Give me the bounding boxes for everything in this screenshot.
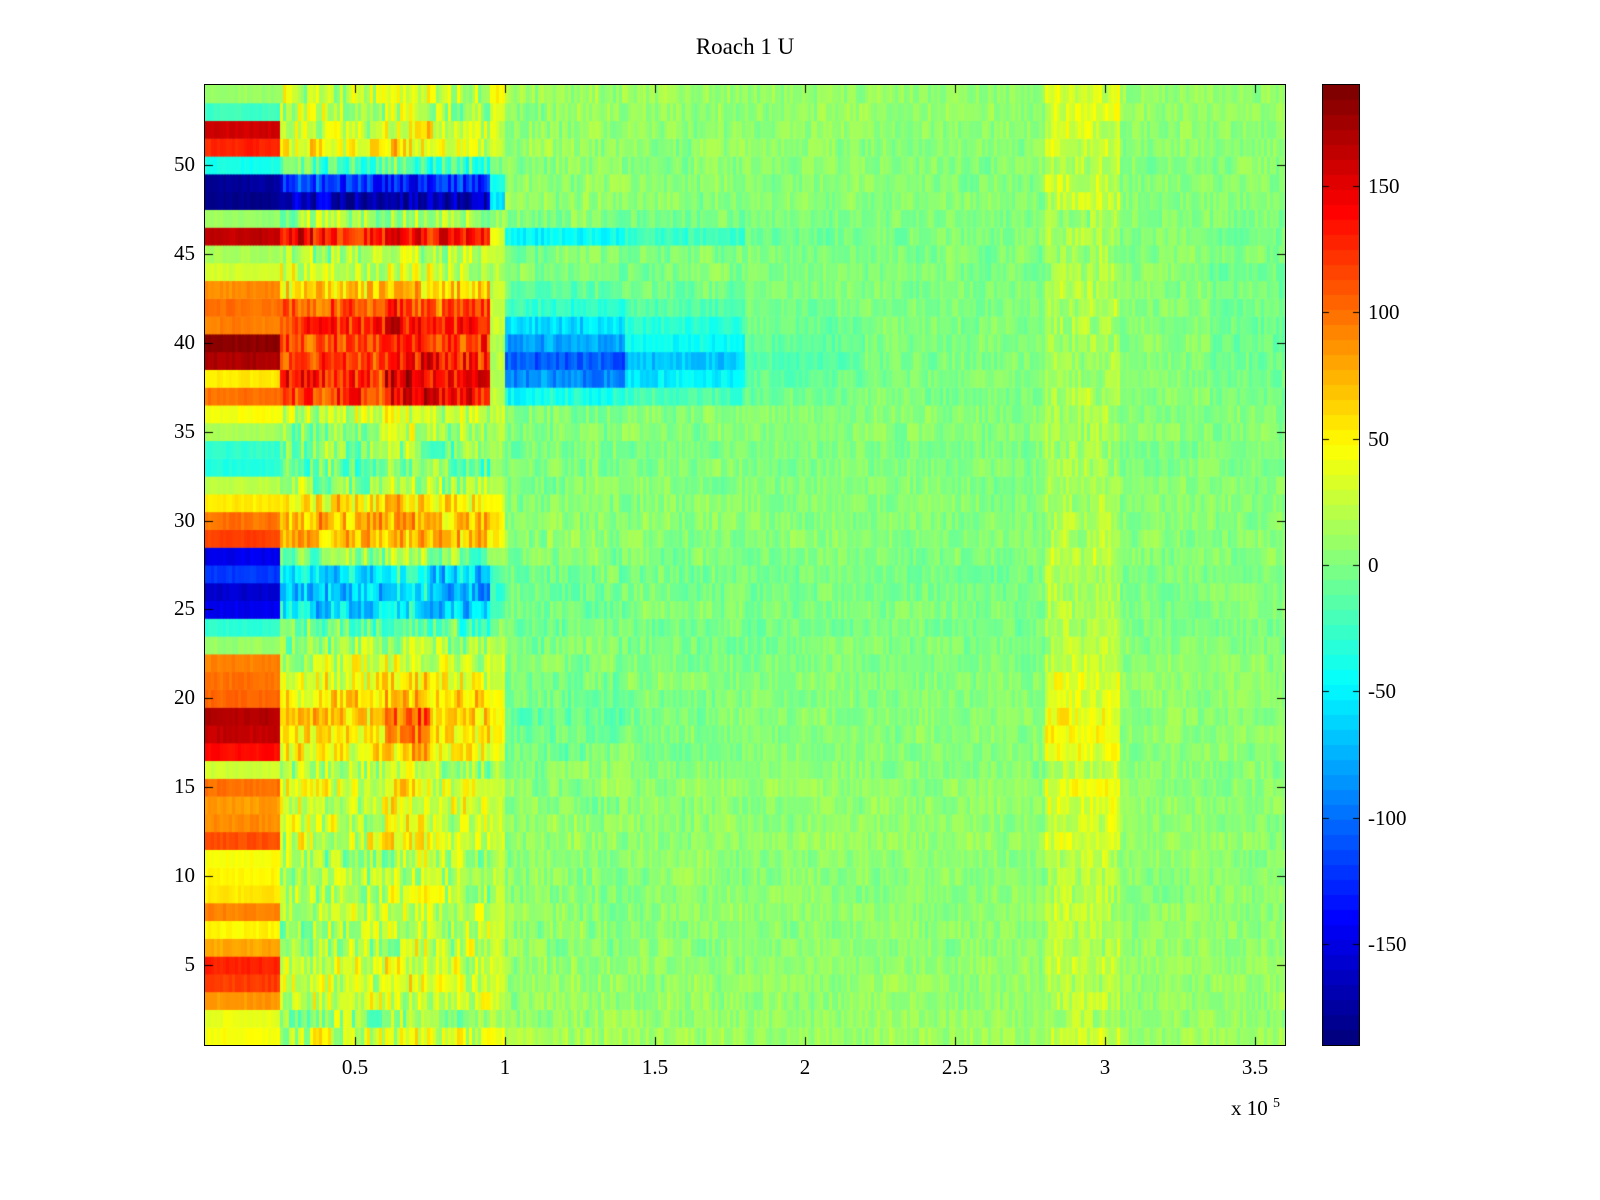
y-tick-label: 45 bbox=[174, 240, 195, 265]
y-tick-label: 35 bbox=[174, 418, 195, 443]
x-tick-label: 1.5 bbox=[641, 1055, 669, 1079]
y-tick-label: 40 bbox=[174, 329, 195, 354]
x-tick-label: 1 bbox=[499, 1055, 511, 1079]
colorbar-tick-label: 50 bbox=[1368, 426, 1389, 451]
colorbar-canvas bbox=[1323, 85, 1359, 1045]
x-exponent-prefix: x 10 bbox=[1231, 1096, 1268, 1120]
x-axis-exponent-label: x 10 5 bbox=[1150, 1096, 1280, 1121]
colorbar-tick-label: 150 bbox=[1368, 173, 1400, 198]
colorbar-tick-label: 100 bbox=[1368, 299, 1400, 324]
heatmap-canvas bbox=[205, 85, 1285, 1045]
y-tick-label: 5 bbox=[184, 952, 196, 976]
colorbar bbox=[1322, 84, 1360, 1046]
y-tick-label: 15 bbox=[174, 774, 195, 799]
chart-title: Roach 1 U bbox=[695, 34, 795, 59]
colorbar-tick-label: -100 bbox=[1368, 805, 1407, 830]
x-tick-label: 2 bbox=[799, 1055, 811, 1079]
x-tick-label: 3 bbox=[1099, 1055, 1111, 1079]
y-tick-label: 50 bbox=[174, 152, 195, 176]
y-tick-label: 20 bbox=[174, 685, 195, 710]
x-tick-label: 3.5 bbox=[1241, 1055, 1269, 1079]
y-tick-label: 10 bbox=[174, 863, 195, 888]
x-tick-label: 2.5 bbox=[941, 1055, 969, 1079]
colorbar-tick-label: -50 bbox=[1368, 678, 1396, 703]
heatmap-plot bbox=[204, 84, 1286, 1046]
y-tick-label: 30 bbox=[174, 507, 195, 532]
colorbar-tick-label: 0 bbox=[1368, 552, 1379, 577]
colorbar-tick-label: -150 bbox=[1368, 931, 1407, 956]
x-exponent-value: 5 bbox=[1273, 1096, 1280, 1111]
x-tick-label: 0.5 bbox=[341, 1055, 369, 1079]
y-tick-label: 25 bbox=[174, 596, 195, 621]
